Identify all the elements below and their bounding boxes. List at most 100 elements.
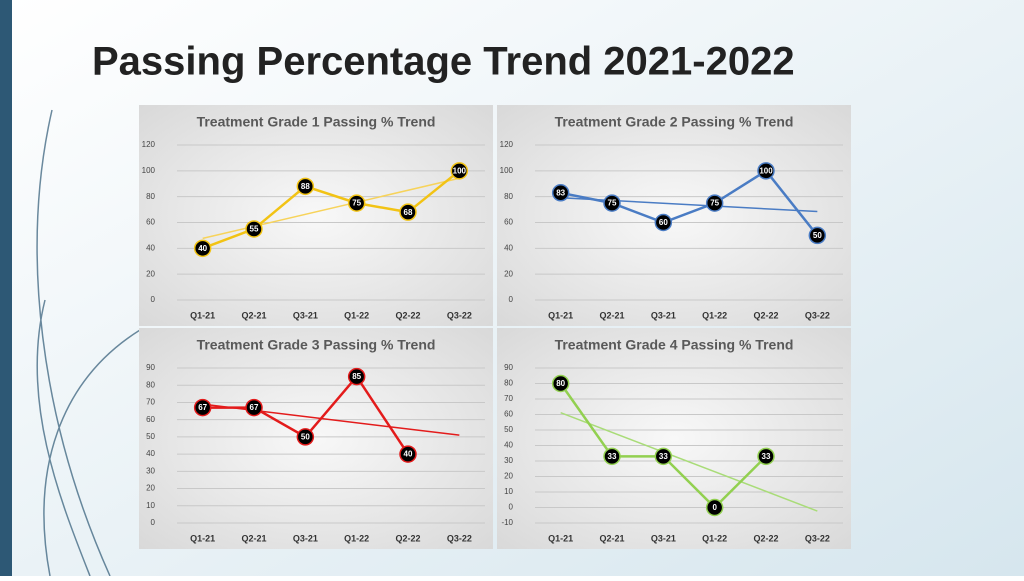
y-tick-label: 40 <box>504 441 513 450</box>
y-tick-label: 20 <box>146 484 155 493</box>
x-tick-label: Q3-21 <box>293 533 318 543</box>
y-tick-label: 90 <box>504 363 513 372</box>
data-label: 50 <box>301 432 310 441</box>
x-tick-label: Q3-22 <box>447 533 472 543</box>
y-tick-label: 60 <box>146 415 155 424</box>
y-tick-label: 70 <box>146 398 155 407</box>
data-point <box>245 220 263 238</box>
data-point <box>399 203 417 221</box>
chart-panel <box>139 328 493 549</box>
data-label: 60 <box>659 218 668 227</box>
y-tick-label: 0 <box>151 518 156 527</box>
y-tick-label: 70 <box>504 394 513 403</box>
data-label: 75 <box>352 199 361 208</box>
data-label: 33 <box>762 452 771 461</box>
y-tick-label: 80 <box>504 192 513 201</box>
data-label: 40 <box>198 244 207 253</box>
data-point <box>347 367 366 386</box>
chart-title: Treatment Grade 1 Passing % Trend <box>197 114 436 130</box>
data-point <box>245 398 263 417</box>
decor-curves <box>36 109 141 577</box>
x-tick-label: Q2-21 <box>241 310 266 320</box>
x-tick-label: Q1-21 <box>190 310 215 320</box>
y-tick-label: 0 <box>509 295 514 304</box>
y-tick-label: 60 <box>146 218 155 227</box>
y-tick-label: 50 <box>146 432 155 441</box>
data-point <box>603 194 621 212</box>
y-tick-label: 60 <box>504 410 513 419</box>
data-label: 40 <box>404 450 413 459</box>
data-label: 68 <box>404 208 413 217</box>
x-tick-label: Q2-22 <box>753 310 778 320</box>
data-label: 0 <box>712 503 717 512</box>
data-label: 75 <box>608 199 617 208</box>
data-point <box>551 374 570 393</box>
y-tick-label: 90 <box>146 363 155 372</box>
data-point <box>705 498 724 517</box>
x-tick-label: Q2-21 <box>599 310 624 320</box>
y-tick-label: 10 <box>504 487 513 496</box>
y-tick-label: 120 <box>500 140 514 149</box>
y-tick-label: 30 <box>146 466 155 475</box>
x-tick-label: Q3-21 <box>293 310 318 320</box>
y-tick-label: 100 <box>142 166 156 175</box>
series-line <box>202 169 461 250</box>
y-tick-label: 80 <box>146 192 155 201</box>
data-label: 80 <box>556 379 565 388</box>
x-tick-label: Q3-22 <box>805 533 830 543</box>
data-point <box>296 177 315 196</box>
data-label: 67 <box>198 403 207 412</box>
data-label: 100 <box>759 166 773 175</box>
trendline <box>560 411 818 512</box>
chart-title: Treatment Grade 3 Passing % Trend <box>197 337 436 353</box>
x-tick-label: Q1-22 <box>344 310 369 320</box>
data-point <box>193 398 212 417</box>
data-point <box>808 226 827 245</box>
data-point <box>450 162 469 180</box>
data-label: 67 <box>250 403 259 412</box>
y-tick-label: 100 <box>500 166 514 175</box>
chart-panel <box>497 328 851 549</box>
slide-title: Passing Percentage Trend 2021-2022 <box>92 40 795 84</box>
y-tick-label: 60 <box>504 218 513 227</box>
y-tick-label: 40 <box>504 243 513 252</box>
y-tick-label: 10 <box>146 501 155 510</box>
data-label: 85 <box>352 372 361 381</box>
x-tick-label: Q2-22 <box>395 533 420 543</box>
data-point <box>603 447 621 466</box>
data-point <box>654 447 673 466</box>
x-tick-label: Q3-21 <box>651 533 676 543</box>
x-tick-label: Q2-21 <box>599 533 624 543</box>
y-tick-label: 20 <box>146 269 155 278</box>
y-tick-label: 50 <box>504 425 513 434</box>
x-tick-label: Q1-21 <box>548 533 573 543</box>
x-tick-label: Q1-21 <box>548 310 573 320</box>
x-tick-label: Q3-22 <box>805 310 830 320</box>
data-label: 75 <box>710 199 719 208</box>
data-point <box>757 447 775 466</box>
data-label: 100 <box>453 166 467 175</box>
data-point <box>193 239 212 258</box>
x-tick-label: Q2-21 <box>241 533 266 543</box>
data-label: 55 <box>250 225 259 234</box>
x-tick-label: Q1-22 <box>702 533 727 543</box>
x-tick-label: Q2-22 <box>753 533 778 543</box>
data-label: 50 <box>813 231 822 240</box>
y-tick-label: 20 <box>504 472 513 481</box>
data-point <box>654 213 673 232</box>
y-tick-label: 40 <box>146 243 155 252</box>
trendline <box>560 196 818 213</box>
y-tick-label: 30 <box>504 456 513 465</box>
data-point <box>399 445 417 463</box>
x-tick-label: Q3-21 <box>651 310 676 320</box>
side-bar <box>0 0 12 576</box>
data-point <box>757 162 775 180</box>
y-tick-label: 40 <box>146 449 155 458</box>
chart-panel <box>139 105 493 326</box>
chart-title: Treatment Grade 4 Passing % Trend <box>555 337 794 353</box>
x-tick-label: Q1-22 <box>344 533 369 543</box>
data-label: 83 <box>556 188 565 197</box>
y-tick-label: 0 <box>509 503 514 512</box>
